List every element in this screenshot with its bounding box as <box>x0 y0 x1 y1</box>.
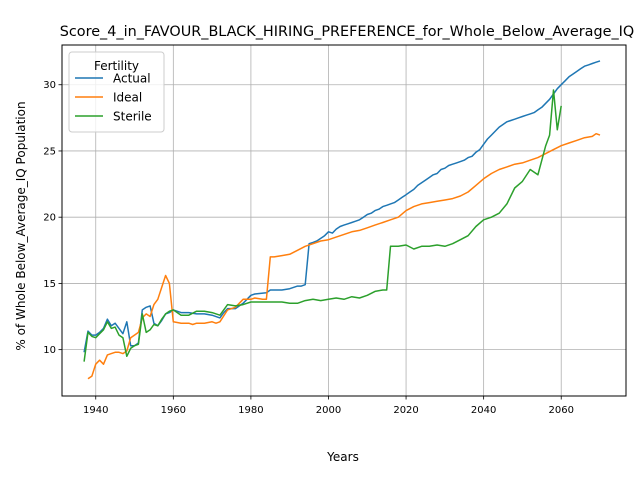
x-tick-label: 2060 <box>548 405 573 416</box>
x-tick-label: 1960 <box>161 405 186 416</box>
y-tick-label: 25 <box>43 146 56 157</box>
chart-title: Score_4_in_FAVOUR_BLACK_HIRING_PREFERENC… <box>60 24 634 40</box>
series-line-sterile <box>83 89 562 362</box>
x-tick-label: 2040 <box>471 405 496 416</box>
x-tick-label: 2020 <box>393 405 418 416</box>
y-axis: 10 15 20 25 30 <box>43 80 62 356</box>
y-tick-label: 30 <box>43 80 56 91</box>
y-tick-label: 20 <box>43 213 56 224</box>
x-tick-label: 1940 <box>83 405 108 416</box>
legend-box <box>68 51 165 133</box>
legend-label-sterile: Sterile <box>113 110 152 124</box>
y-axis-label: % of Whole Below_Average_IQ Population <box>14 101 28 350</box>
x-axis: 1940 1960 1980 2000 2020 2040 2060 <box>83 396 574 416</box>
legend: Fertility Actual Ideal Sterile <box>68 51 165 133</box>
grid-lines <box>62 45 626 396</box>
x-axis-label: Years <box>326 450 359 464</box>
legend-title: Fertility <box>94 59 139 73</box>
y-tick-label: 15 <box>43 279 56 290</box>
y-tick-label: 10 <box>43 345 56 356</box>
x-tick-label: 1980 <box>238 405 263 416</box>
series-lines <box>83 60 601 380</box>
legend-label-ideal: Ideal <box>113 91 142 105</box>
plot-frame <box>61 44 627 397</box>
x-tick-label: 2000 <box>316 405 341 416</box>
legend-label-actual: Actual <box>113 72 151 86</box>
legend-items: Actual Ideal Sterile <box>75 72 152 124</box>
